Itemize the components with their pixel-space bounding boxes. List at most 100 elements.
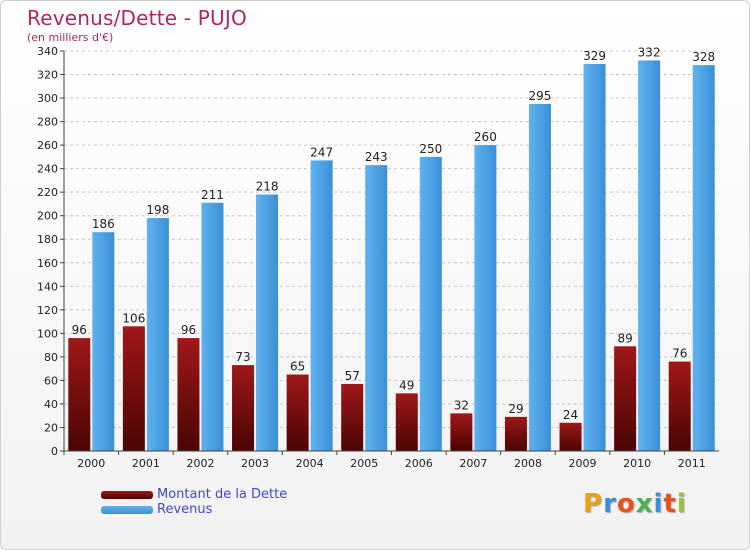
bar-debt — [614, 346, 637, 451]
y-tick-label: 280 — [37, 116, 58, 129]
bar-revenue — [474, 145, 497, 451]
bar-debt — [68, 338, 91, 451]
data-label-debt: 32 — [454, 398, 469, 412]
data-label-debt: 73 — [235, 350, 250, 364]
bar-debt — [232, 365, 255, 451]
axes: 0 20 40 60 80 100 120 140 160 180 200 220 240 260 280 3… — [37, 45, 719, 470]
x-tick-label: 2003 — [241, 457, 269, 470]
data-label-debt: 96 — [72, 323, 87, 337]
data-label-debt: 89 — [617, 331, 632, 345]
y-tick-label: 220 — [37, 186, 58, 199]
y-tick-label: 260 — [37, 139, 58, 152]
legend: Montant de la Dette Revenus — [101, 487, 287, 517]
data-label-debt: 24 — [563, 408, 578, 422]
bar-debt — [450, 413, 473, 451]
y-tick-label: 240 — [37, 163, 58, 176]
bar-debt — [559, 422, 582, 451]
logo-letter: r — [603, 489, 617, 519]
bar-debt — [286, 374, 309, 451]
data-label-revenue: 247 — [310, 145, 333, 159]
bar-debt — [122, 326, 145, 451]
x-tick-label: 2007 — [459, 457, 487, 470]
x-tick-label: 2005 — [350, 457, 378, 470]
bar-revenue — [583, 63, 606, 452]
y-tick-label: 160 — [37, 257, 58, 270]
data-label-debt: 76 — [672, 347, 687, 361]
bar-revenue — [638, 60, 661, 451]
legend-item-debt: Montant de la Dette — [101, 487, 287, 502]
y-tick-label: 100 — [37, 327, 58, 340]
y-tick-label: 340 — [37, 45, 58, 58]
x-tick-label: 2010 — [623, 457, 651, 470]
bar-debt — [504, 416, 527, 451]
y-tick-label: 200 — [37, 210, 58, 223]
y-tick-label: 120 — [37, 304, 58, 317]
y-tick-label: 320 — [37, 69, 58, 82]
y-tick-label: 60 — [44, 374, 58, 387]
data-label-revenue: 198 — [146, 203, 169, 217]
data-label-debt: 96 — [181, 323, 196, 337]
logo-letter: t — [663, 489, 677, 519]
bar-revenue — [310, 160, 333, 452]
logo-letter: i — [676, 489, 687, 519]
x-tick-label: 2006 — [405, 457, 433, 470]
bar-debt — [668, 361, 691, 451]
y-tick-label: 140 — [37, 280, 58, 293]
bar-revenue — [365, 165, 388, 451]
legend-swatch-debt — [101, 490, 153, 499]
data-label-revenue: 243 — [365, 150, 388, 164]
y-tick-label: 20 — [44, 421, 58, 434]
data-label-debt: 49 — [399, 378, 414, 392]
data-label-revenue: 328 — [692, 50, 715, 64]
logo-letter: i — [653, 489, 664, 519]
legend-item-revenue: Revenus — [101, 502, 287, 517]
data-label-debt: 29 — [508, 402, 523, 416]
chart-title: Revenus/Dette - PUJO — [27, 6, 247, 30]
data-label-revenue: 329 — [583, 49, 606, 63]
y-tick-label: 300 — [37, 92, 58, 105]
chart-subtitle: (en milliers d'€) — [27, 31, 114, 44]
x-tick-label: 2002 — [186, 457, 214, 470]
bar-revenue — [692, 65, 715, 451]
data-label-debt: 106 — [122, 311, 145, 325]
x-tick-label: 2008 — [514, 457, 542, 470]
data-label-revenue: 295 — [529, 89, 552, 103]
x-tick-label: 2011 — [678, 457, 706, 470]
proxiti-logo: Proxiti — [583, 489, 687, 519]
legend-label-debt: Montant de la Dette — [157, 487, 288, 502]
bar-revenue — [419, 156, 442, 451]
bar-debt — [395, 393, 418, 451]
data-label-revenue: 260 — [474, 130, 497, 144]
x-tick-label: 2001 — [132, 457, 160, 470]
logo-letter: x — [635, 489, 654, 519]
logo-letter: P — [583, 489, 604, 519]
data-label-revenue: 186 — [92, 217, 115, 231]
bar-revenue — [201, 202, 224, 451]
legend-swatch-revenue — [101, 505, 153, 514]
bar-revenue — [256, 194, 279, 451]
y-tick-label: 40 — [44, 398, 58, 411]
grid-lines — [64, 50, 719, 452]
bars: 96 186 106 198 96 211 73 218 65 247 57 243 49 250 32 26… — [68, 45, 715, 452]
data-label-revenue: 218 — [256, 180, 279, 194]
data-label-revenue: 250 — [419, 142, 442, 156]
x-tick-label: 2000 — [77, 457, 105, 470]
y-tick-label: 80 — [44, 351, 58, 364]
data-label-debt: 65 — [290, 360, 305, 374]
y-tick-label: 0 — [51, 445, 58, 458]
bar-debt — [177, 338, 200, 451]
legend-label-revenue: Revenus — [157, 502, 213, 517]
data-label-revenue: 211 — [201, 188, 224, 202]
x-tick-label: 2004 — [296, 457, 324, 470]
logo-letter: o — [616, 489, 636, 519]
bar-revenue — [146, 218, 169, 451]
y-tick-label: 180 — [37, 233, 58, 246]
bar-revenue — [528, 103, 551, 452]
x-tick-label: 2009 — [569, 457, 597, 470]
data-label-revenue: 332 — [638, 45, 661, 59]
bar-revenue — [92, 232, 115, 451]
bar-debt — [341, 383, 364, 451]
data-label-debt: 57 — [345, 369, 360, 383]
